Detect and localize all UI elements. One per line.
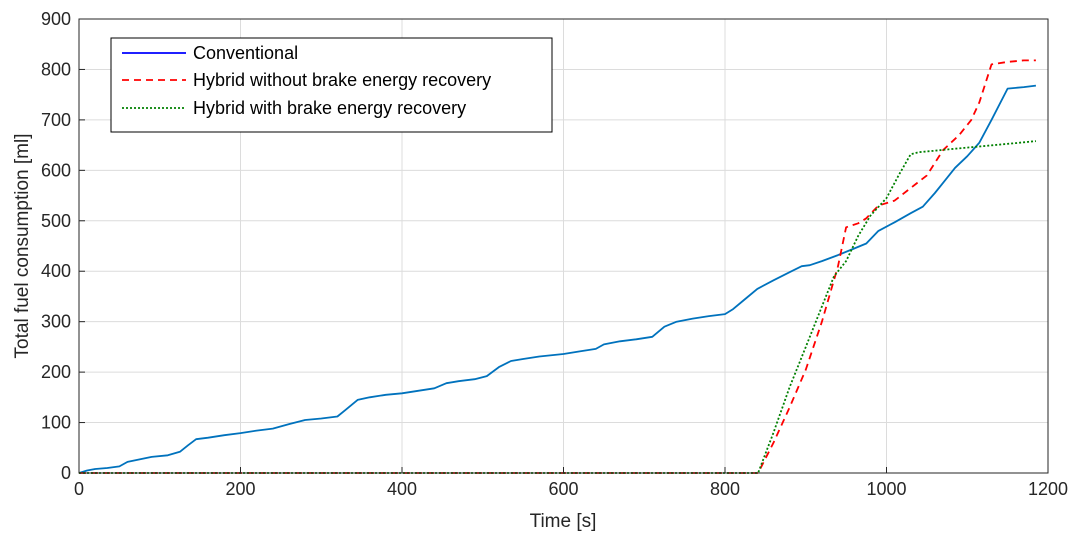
x-tick-label: 800	[710, 479, 740, 499]
y-tick-label: 600	[41, 160, 71, 180]
y-tick-label: 500	[41, 211, 71, 231]
y-tick-label: 0	[61, 463, 71, 483]
y-tick-label: 800	[41, 59, 71, 79]
y-axis-label: Total fuel consumption [ml]	[12, 134, 33, 359]
legend-label-hybrid-with-recovery: Hybrid with brake energy recovery	[193, 98, 466, 118]
y-tick-label: 700	[41, 110, 71, 130]
x-tick-label: 0	[74, 479, 84, 499]
x-tick-label: 1000	[866, 479, 906, 499]
y-tick-label: 900	[41, 9, 71, 29]
x-tick-label: 400	[387, 479, 417, 499]
series-line-2	[79, 140, 1036, 474]
x-tick-label: 1200	[1028, 479, 1068, 499]
y-axis-ticks: 0 100 200 300 400 500 600 700 800 900	[41, 9, 85, 483]
series-line-0	[78, 84, 1037, 474]
y-tick-label: 100	[41, 413, 71, 433]
series-line-1	[79, 59, 1036, 474]
legend: Conventional Hybrid without brake energy…	[110, 37, 553, 133]
y-tick-label: 200	[41, 362, 71, 382]
x-tick-label: 200	[225, 479, 255, 499]
y-tick-label: 300	[41, 312, 71, 332]
legend-label-conventional: Conventional	[193, 43, 298, 63]
x-axis-label: Time [s]	[530, 511, 597, 532]
x-axis-ticks: 0 200 400 600 800 1000 1200	[74, 467, 1068, 499]
legend-label-hybrid-without-recovery: Hybrid without brake energy recovery	[193, 70, 491, 90]
series-lines	[78, 59, 1037, 474]
grid-lines	[79, 19, 1048, 473]
x-tick-label: 600	[548, 479, 578, 499]
y-tick-label: 400	[41, 261, 71, 281]
